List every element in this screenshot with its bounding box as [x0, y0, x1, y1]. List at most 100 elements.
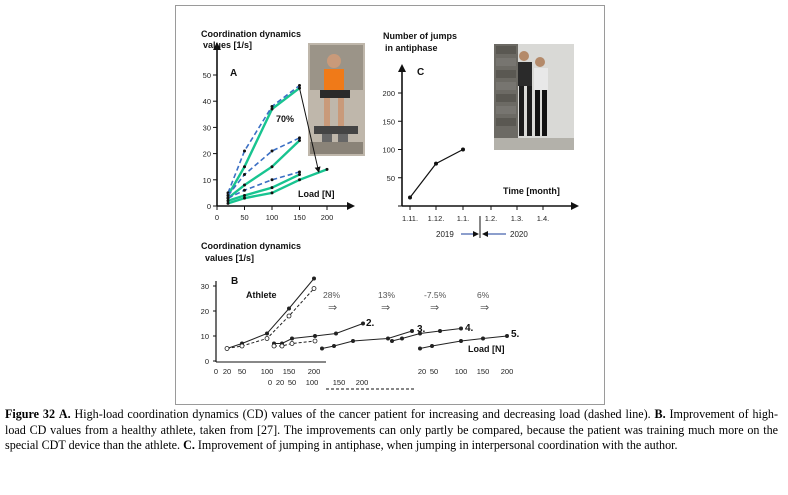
- a-point: [298, 173, 301, 177]
- panel-c-title-line2: in antiphase: [385, 43, 438, 53]
- b-point-open: [311, 286, 317, 291]
- panel-b: Coordination dynamics values [1/s] B Ath…: [201, 241, 520, 390]
- b-point-open: [271, 343, 277, 349]
- b-xtick-row1-g1: 0: [214, 367, 218, 376]
- b-ytick-label: 0: [205, 357, 209, 366]
- b-point: [361, 321, 365, 326]
- b-xtick-row2-g2: 100: [306, 378, 319, 387]
- panel-a-x-ticks: 0 50 100 150 200: [215, 206, 333, 222]
- figure-caption: Figure 32 A. High-load coordination dyna…: [5, 407, 778, 454]
- a-point: [243, 173, 246, 177]
- a-xtick-label: 0: [215, 213, 219, 222]
- b-point: [334, 331, 338, 336]
- improvement-4: 6%: [477, 290, 490, 300]
- year-2020: 2020: [510, 230, 528, 239]
- b-point: [386, 336, 390, 341]
- a-point: [298, 136, 301, 140]
- a-series-line-6: [227, 171, 300, 199]
- c-point: [408, 195, 412, 200]
- caption-a-label: A.: [58, 407, 71, 421]
- c-xtick-label: 1.4.: [537, 214, 550, 223]
- b-point: [290, 336, 294, 341]
- b-xtick-row1-g1: 100: [261, 367, 274, 376]
- b-point-open: [289, 341, 295, 346]
- series-label-4: 4.: [465, 323, 474, 334]
- b-ytick-label: 30: [201, 282, 209, 291]
- panel-a-title-line2: values [1/s]: [203, 40, 252, 50]
- b-ytick-label: 20: [201, 307, 209, 316]
- caption-a-text: High-load coordination dynamics (CD) val…: [74, 407, 651, 421]
- b-xtick-row2-g3: 150: [333, 378, 346, 387]
- panel-c-xlabel: Time [month]: [503, 186, 560, 196]
- improvement-3: -7.5%: [424, 290, 447, 300]
- c-ytick-label: 100: [382, 146, 395, 155]
- a-point: [298, 139, 301, 142]
- a-point: [270, 191, 274, 195]
- b-xtick-row2-g2: 20: [276, 378, 284, 387]
- panel-b-series: [224, 276, 509, 351]
- improvement-arrow-4: ⇒: [480, 302, 489, 314]
- panel-b-title-line2: values [1/s]: [205, 253, 254, 263]
- figure-canvas: Coordination dynamics values [1/s] A 0 10…: [201, 29, 579, 390]
- year-2019: 2019: [436, 230, 454, 239]
- panel-a-label: A: [230, 68, 237, 79]
- c-ytick-label: 200: [382, 89, 395, 98]
- c-xtick-label: 1.3.: [511, 214, 524, 223]
- b-point: [390, 339, 394, 343]
- patient-photo: [308, 43, 365, 156]
- panel-a: Coordination dynamics values [1/s] A 0 10…: [201, 29, 365, 222]
- a-series-line-2: [227, 173, 301, 202]
- b-point: [400, 336, 404, 341]
- c-point: [461, 147, 465, 152]
- b-xtick-row1-g1: 150: [283, 367, 296, 376]
- a-point: [270, 178, 274, 182]
- b-point: [320, 346, 324, 351]
- a-point: [243, 188, 246, 192]
- b-point: [313, 334, 317, 338]
- b-point-open: [224, 346, 230, 351]
- b-xtick-row1-g4: 150: [477, 367, 490, 376]
- improvement-arrow-2: ⇒: [381, 302, 390, 314]
- a-point: [226, 196, 230, 200]
- b-point: [351, 339, 355, 343]
- c-xtick-label: 1.12.: [428, 214, 445, 223]
- a-point: [243, 194, 246, 198]
- a-ytick-label: 30: [203, 123, 211, 132]
- b-series-line-2: [274, 323, 364, 344]
- b-xtick-row1-g4: 100: [455, 367, 468, 376]
- c-series-line-0: [409, 148, 464, 198]
- c-xtick-label: 1.1.: [457, 214, 470, 223]
- a-point: [243, 149, 246, 153]
- b-point: [459, 326, 463, 331]
- a-xtick-label: 50: [240, 213, 248, 222]
- a-series-line-5: [227, 137, 300, 197]
- a-point: [226, 201, 230, 205]
- b-point: [265, 331, 269, 336]
- b-point: [410, 329, 414, 333]
- panel-b-athlete-label: Athlete: [246, 290, 277, 300]
- a-ytick-label: 0: [207, 202, 211, 211]
- b-point: [459, 339, 463, 343]
- a-xtick-label: 150: [293, 213, 306, 222]
- b-xtick-row1-g1: 200: [308, 367, 321, 376]
- a-point: [298, 83, 301, 87]
- c-ytick-label: 150: [382, 117, 395, 126]
- b-point: [332, 344, 336, 348]
- caption-figure-label: Figure 32: [5, 407, 55, 421]
- b-point-open: [239, 343, 245, 349]
- figure-frame: Coordination dynamics values [1/s] A 0 10…: [175, 5, 605, 405]
- b-point: [418, 346, 422, 351]
- b-xtick-row1-g1: 50: [238, 367, 246, 376]
- c-xtick-label: 1.11.: [402, 214, 418, 223]
- b-xtick-row1-g4: 20: [418, 367, 426, 376]
- caption-b-text: Improvement of high-load CD values from …: [5, 407, 779, 452]
- a-point: [243, 196, 246, 200]
- a-xtick-label: 100: [266, 213, 279, 222]
- a-point: [243, 165, 246, 169]
- improvement-1: 28%: [323, 290, 340, 300]
- a-ytick-label: 20: [203, 150, 211, 159]
- b-point: [430, 344, 434, 348]
- b-xtick-row1-g4: 200: [501, 367, 514, 376]
- caption-b-label: B.: [654, 407, 666, 421]
